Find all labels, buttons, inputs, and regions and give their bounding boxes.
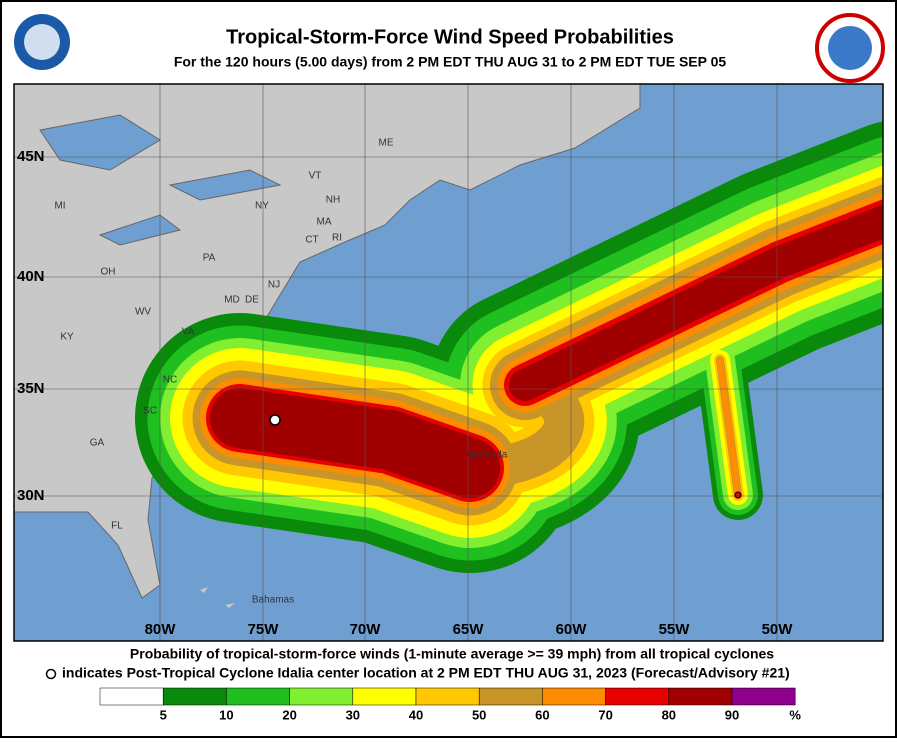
legend-label: 30 (346, 707, 360, 722)
legend-label: 70 (598, 707, 612, 722)
legend-label: % (789, 707, 801, 722)
region-label: FL (111, 521, 123, 532)
noaa-logo-inner (24, 24, 60, 60)
region-label: CT (305, 235, 318, 246)
region-label: DE (245, 295, 259, 306)
region-label: VT (309, 171, 322, 182)
region-label: SC (143, 406, 157, 417)
legend-swatch (605, 687, 670, 706)
legend-label: 60 (535, 707, 549, 722)
graticule (14, 84, 883, 641)
region-label: MD (224, 295, 240, 306)
legend-swatch (99, 687, 164, 706)
latitude-label: 35N (17, 380, 45, 397)
islands (200, 587, 235, 608)
legend-swatch (226, 687, 290, 706)
center-symbol (45, 668, 57, 680)
longitude-label: 70W (350, 621, 382, 638)
subtitle: For the 120 hours (5.00 days) from 2 PM … (174, 54, 727, 70)
region-label: NC (163, 375, 177, 386)
longitude-label: 65W (453, 621, 485, 638)
nws-logo-inner (828, 26, 872, 70)
region-label: KY (60, 332, 74, 343)
legend-label: 80 (662, 707, 676, 722)
legend-swatch (542, 687, 606, 706)
region-label: GA (90, 438, 105, 449)
probability-band (717, 357, 741, 498)
legend-label: 40 (409, 707, 423, 722)
region-label: PA (203, 253, 216, 264)
system-center (734, 491, 742, 499)
longitude-label: 55W (659, 621, 691, 638)
longitude-label: 80W (145, 621, 177, 638)
latitude-label: 40N (17, 268, 45, 285)
map-border (13, 83, 884, 642)
legend-label: 90 (725, 707, 739, 722)
legend-label: 20 (282, 707, 296, 722)
latitude-label: 45N (17, 148, 45, 165)
longitude-label: 50W (762, 621, 794, 638)
place-label: Bahamas (252, 595, 294, 606)
region-label: ME (379, 138, 394, 149)
legend-swatch (668, 687, 733, 706)
region-label: OH (101, 267, 116, 278)
region-label: VA (182, 327, 195, 338)
legend-swatch (162, 687, 227, 706)
longitude-label: 60W (556, 621, 588, 638)
region-label: NH (326, 195, 340, 206)
legend-swatch (415, 687, 480, 706)
probability-swaths (135, 122, 883, 573)
legend-swatch (731, 687, 796, 706)
legend-label: 5 (160, 707, 167, 722)
caption: indicates Post-Tropical Cyclone Idalia c… (62, 665, 790, 681)
place-label: Bermuda (467, 450, 508, 461)
legend-label: 10 (219, 707, 233, 722)
region-label: MI (54, 201, 65, 212)
title: Tropical-Storm-Force Wind Speed Probabil… (226, 26, 674, 48)
region-label: MA (317, 217, 332, 228)
legend: 5 10 20 30 40 50 60 70 80 90% (99, 687, 801, 722)
caption: Probability of tropical-storm-force wind… (130, 646, 774, 662)
region-label: WV (135, 307, 151, 318)
probability-band (210, 388, 500, 498)
legend-swatch (289, 687, 354, 706)
map: 80W 75W 70W 65W 60W 55W 50W 45N 40N 35N 30N ME VT NH N… (14, 84, 883, 641)
great-lakes (39, 114, 282, 246)
region-label: NJ (268, 280, 280, 291)
region-label: NY (255, 201, 269, 212)
probability-band (509, 204, 883, 401)
storm-center (269, 414, 281, 426)
legend-swatch (478, 687, 543, 706)
latitude-label: 30N (17, 487, 45, 504)
region-label: RI (332, 233, 342, 244)
legend-label: 50 (472, 707, 486, 722)
longitude-label: 75W (248, 621, 280, 638)
legend-swatch (352, 687, 417, 706)
